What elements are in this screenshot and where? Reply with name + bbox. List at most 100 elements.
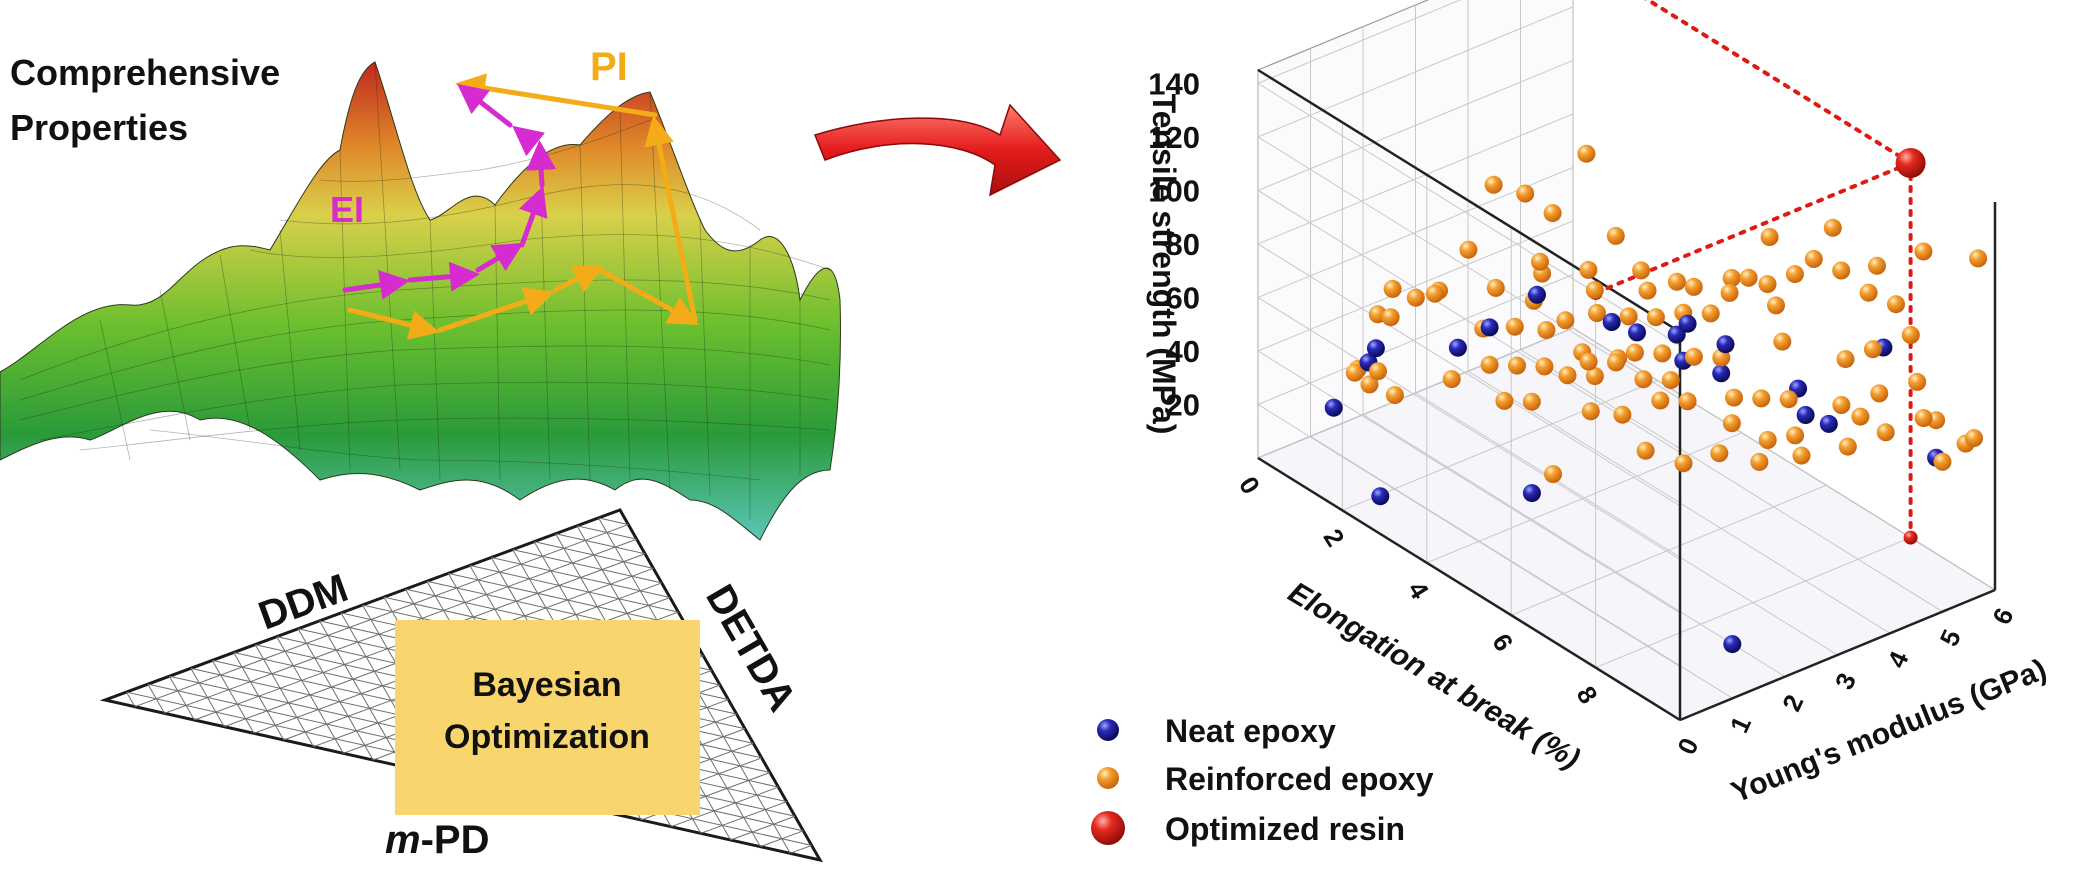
corner-label-mpd: m-PD <box>385 818 489 862</box>
reinforced-epoxy-point <box>1484 175 1503 194</box>
reinforced-epoxy-point <box>1579 260 1598 279</box>
ei-arrow-5 <box>526 140 557 188</box>
bayesian-box-line1: Bayesian <box>472 666 621 704</box>
ei-arrow-4 <box>519 185 548 248</box>
reinforced-epoxy-point <box>1369 362 1387 381</box>
y-tick-label: 6 <box>1986 603 2019 629</box>
z-axis-label: Tensile strength (MPa) <box>1146 94 1182 435</box>
reinforced-epoxy-point <box>1851 407 1870 426</box>
curved-arrow-shape <box>814 103 1062 197</box>
reinforced-epoxy-point <box>1581 402 1600 421</box>
reinforced-epoxy-point <box>1385 386 1404 405</box>
reinforced-epoxy-point <box>1739 268 1758 287</box>
reinforced-epoxy-point <box>1634 370 1653 389</box>
reinforced-epoxy-point <box>1505 317 1524 336</box>
legend-label-neat: Neat epoxy <box>1165 713 1336 749</box>
reinforced-epoxy-point <box>1632 261 1651 280</box>
legend: Neat epoxy Reinforced epoxy Optimized re… <box>1091 713 1434 847</box>
y-tick-label: 1 <box>1724 712 1757 738</box>
optimized-projection-dot <box>1903 530 1918 545</box>
reinforced-epoxy-point <box>1758 275 1777 294</box>
neat-epoxy-point <box>1712 364 1731 383</box>
reinforced-epoxy-point <box>1887 295 1905 314</box>
neat-epoxy-point <box>1602 313 1621 331</box>
y-tick-label: 4 <box>1881 646 1915 672</box>
neat-epoxy-point <box>1723 635 1742 654</box>
reinforced-epoxy-point <box>1832 261 1851 280</box>
ei-path <box>342 83 557 300</box>
z-tick-label: 60 <box>1166 280 1200 315</box>
reinforced-epoxy-point <box>1908 372 1927 391</box>
triangle-mesh-line <box>469 564 679 613</box>
reinforced-epoxy-point <box>1838 437 1857 456</box>
triangle-mesh-line <box>297 628 374 761</box>
reinforced-epoxy-point <box>1710 444 1729 463</box>
reinforced-epoxy-point <box>1558 366 1577 385</box>
triangle-mesh-line <box>730 815 796 841</box>
gridline <box>1257 82 1681 346</box>
triangle-mesh-line <box>126 691 136 707</box>
gridline <box>1415 392 1838 656</box>
reinforced-epoxy-point <box>1786 426 1805 445</box>
reinforced-epoxy-point <box>1969 249 1988 268</box>
reinforced-epoxy-point <box>1773 332 1792 351</box>
gridline <box>1520 349 1943 613</box>
gridline <box>1362 414 1786 678</box>
reinforced-epoxy-point <box>1406 288 1425 307</box>
reinforced-epoxy-point <box>1508 356 1526 375</box>
reinforced-epoxy-point <box>1752 389 1771 408</box>
ei-arrow-1 <box>342 270 410 300</box>
neat-epoxy-point <box>1796 406 1815 424</box>
reinforced-epoxy-point <box>1579 352 1598 371</box>
reinforced-epoxy-point <box>1383 279 1402 298</box>
reinforced-epoxy-point <box>1619 307 1638 326</box>
reinforced-epoxy-point <box>1613 405 1632 424</box>
z-tick-label: 80 <box>1166 227 1200 262</box>
reinforced-epoxy-point <box>1859 283 1878 302</box>
triangle-mesh-line <box>512 549 662 584</box>
reinforced-epoxy-point <box>1804 250 1823 268</box>
reinforced-epoxy-point <box>1522 392 1541 411</box>
reinforced-epoxy-point <box>1543 204 1562 223</box>
z-tick-label: 140 <box>1148 66 1200 101</box>
reinforced-epoxy-point <box>1585 281 1604 300</box>
neat-epoxy-point <box>1528 285 1546 304</box>
reinforced-epoxy-point <box>1832 396 1851 414</box>
ei-arrow-3 <box>475 242 524 273</box>
reinforced-epoxy-point <box>1836 350 1855 369</box>
reinforced-epoxy-point <box>1684 277 1703 296</box>
z-tick-label: 20 <box>1166 387 1200 422</box>
neat-epoxy-point <box>1667 325 1686 344</box>
reinforced-epoxy-point <box>1901 326 1920 344</box>
z-tick-label: 100 <box>1148 173 1200 208</box>
reinforced-epoxy-point <box>1459 240 1478 259</box>
reinforced-epoxy-point <box>1914 409 1933 428</box>
x-tick-label: 6 <box>1486 628 1519 656</box>
reinforced-epoxy-point <box>1556 311 1575 330</box>
reinforced-epoxy-point <box>1577 144 1596 163</box>
bayesian-box-background <box>395 620 700 815</box>
reinforced-epoxy-point <box>1588 304 1606 322</box>
reinforced-epoxy-point <box>1965 429 1983 448</box>
transition-arrow <box>814 103 1062 197</box>
neat-epoxy-point <box>1678 314 1697 333</box>
neat-epoxy-point <box>1371 487 1390 506</box>
reinforced-epoxy-point <box>1638 281 1657 300</box>
reinforced-epoxy-point <box>1360 375 1379 394</box>
reinforced-epoxy-point <box>1823 218 1842 237</box>
gridline <box>1257 350 1681 614</box>
pi-arrow-4 <box>597 267 699 325</box>
reinforced-epoxy-point <box>1725 388 1743 407</box>
neat-epoxy-point <box>1324 398 1343 417</box>
y-tick-label: 0 <box>1671 733 1704 759</box>
reinforced-epoxy-point <box>1667 272 1686 291</box>
x-tick-label: 4 <box>1402 576 1435 605</box>
reinforced-epoxy-point <box>1760 228 1779 246</box>
title-line1: Comprehensive <box>10 52 280 93</box>
reinforced-epoxy-point <box>1674 454 1693 473</box>
legend-label-reinforced: Reinforced epoxy <box>1165 761 1434 797</box>
reinforced-epoxy-point <box>1651 391 1670 410</box>
reinforced-epoxy-point <box>1480 355 1499 374</box>
reinforced-epoxy-point <box>1345 363 1364 382</box>
z-tick-label: 40 <box>1166 334 1200 369</box>
